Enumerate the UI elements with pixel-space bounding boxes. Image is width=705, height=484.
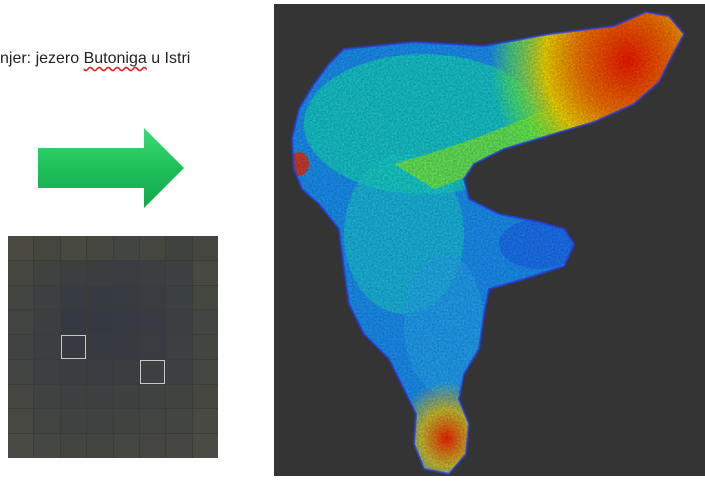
mosaic-cell	[34, 335, 60, 359]
mosaic-cell	[166, 409, 192, 434]
mosaic-cell	[34, 384, 60, 409]
mosaic-cell	[166, 434, 192, 458]
mosaic-cell	[87, 335, 113, 359]
mosaic-cell	[8, 335, 34, 359]
mosaic-cell	[139, 434, 166, 458]
mosaic-cell	[60, 236, 87, 260]
mosaic-cell	[34, 409, 60, 434]
mosaic-cell	[60, 384, 87, 409]
lake-heatmap	[274, 4, 705, 476]
mosaic-cell	[87, 434, 113, 458]
mosaic-cell	[192, 260, 218, 285]
mosaic-cell	[8, 434, 34, 458]
mosaic-cell-selected	[139, 359, 166, 384]
mosaic-cell	[34, 236, 60, 260]
mosaic-cell	[113, 434, 139, 458]
mosaic-cell	[192, 359, 218, 384]
mosaic-cell	[87, 236, 113, 260]
mosaic-cell	[87, 409, 113, 434]
mosaic-cell	[34, 310, 60, 335]
mosaic-cell	[192, 335, 218, 359]
mosaic-cell	[8, 359, 34, 384]
mosaic-cell	[166, 236, 192, 260]
mosaic-cell	[166, 310, 192, 335]
mosaic-cell	[87, 384, 113, 409]
mosaic-cell	[166, 384, 192, 409]
caption-suffix: u Istri	[146, 50, 191, 67]
mosaic-cell	[60, 434, 87, 458]
mosaic-cell	[139, 236, 166, 260]
lake-name: Butoniga	[83, 50, 147, 67]
mosaic-cell	[8, 285, 34, 310]
mosaic-cell	[34, 434, 60, 458]
mosaic-cell	[113, 335, 139, 359]
pixel-mosaic	[8, 236, 218, 458]
mosaic-cell	[192, 409, 218, 434]
mosaic-cell	[192, 236, 218, 260]
mosaic-cell	[113, 409, 139, 434]
mosaic-cell	[113, 384, 139, 409]
mosaic-cell	[113, 260, 139, 285]
mosaic-cell	[192, 434, 218, 458]
caption: njer: jezero Butoniga u Istri	[0, 50, 190, 68]
mosaic-cell	[34, 260, 60, 285]
mosaic-cell	[139, 310, 166, 335]
mosaic-cell	[139, 335, 166, 359]
mosaic-cell	[8, 236, 34, 260]
right-arrow-icon	[36, 128, 186, 208]
caption-prefix: njer: jezero	[0, 50, 84, 67]
mosaic-cell	[34, 285, 60, 310]
mosaic-cell	[192, 285, 218, 310]
mosaic-cell	[87, 359, 113, 384]
mosaic-cell	[139, 409, 166, 434]
mosaic-cell	[87, 310, 113, 335]
mosaic-cell	[34, 359, 60, 384]
mosaic-cell	[139, 384, 166, 409]
mosaic-cell	[8, 409, 34, 434]
mosaic-cell	[113, 359, 139, 384]
mosaic-cell	[166, 335, 192, 359]
mosaic-cell	[113, 310, 139, 335]
mosaic-cell	[139, 285, 166, 310]
mosaic-cell	[60, 285, 87, 310]
mosaic-cell	[166, 285, 192, 310]
mosaic-cell	[87, 260, 113, 285]
mosaic-cell	[113, 285, 139, 310]
mosaic-cell	[60, 260, 87, 285]
mosaic-cell	[166, 260, 192, 285]
mosaic-cell	[60, 310, 87, 335]
mosaic-cell	[60, 359, 87, 384]
mosaic-cell	[139, 260, 166, 285]
mosaic-cell	[87, 285, 113, 310]
mosaic-cell-selected	[60, 335, 87, 359]
mosaic-cell	[8, 260, 34, 285]
mosaic-cell	[192, 310, 218, 335]
mosaic-cell	[8, 310, 34, 335]
mosaic-cell	[8, 384, 34, 409]
mosaic-cell	[113, 236, 139, 260]
mosaic-cell	[192, 384, 218, 409]
mosaic-cell	[166, 359, 192, 384]
mosaic-cell	[60, 409, 87, 434]
